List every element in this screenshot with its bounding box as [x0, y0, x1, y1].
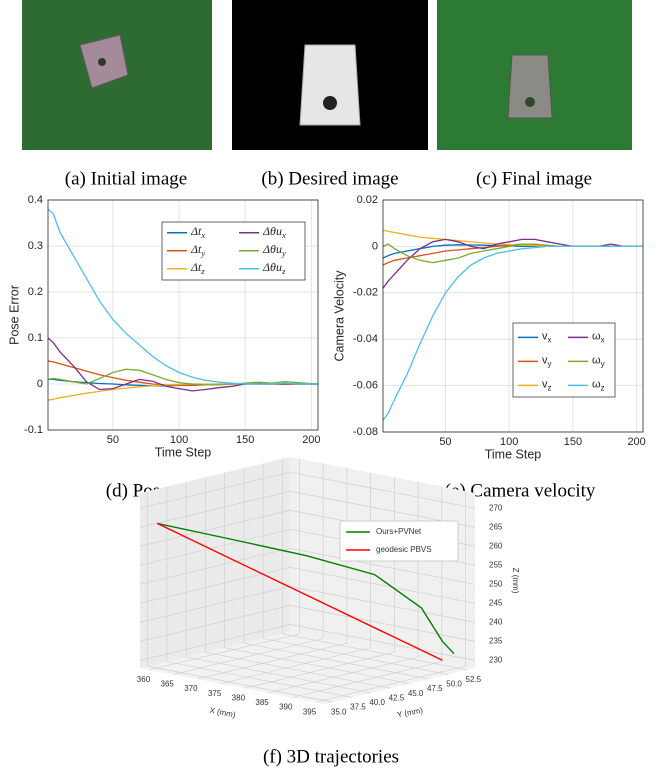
object-hole: [323, 96, 337, 110]
x-tick-label: 200: [302, 434, 320, 446]
x-tick-label: 100: [500, 436, 518, 448]
z-tick-label: 230: [489, 656, 503, 665]
y-tick-label: -0.06: [353, 380, 378, 392]
label-subscript: x: [200, 230, 205, 240]
y-tick-label: 40.0: [369, 698, 385, 707]
z-tick-label: 255: [489, 560, 503, 569]
x-tick-label: 150: [564, 436, 582, 448]
object-hole: [98, 58, 106, 66]
y-tick-label: 52.5: [466, 675, 482, 684]
x-tick-label: 375: [208, 689, 222, 698]
image-b: [232, 0, 428, 150]
x-tick-label: 100: [170, 434, 188, 446]
y-tick-label: -0.08: [353, 426, 378, 438]
legend-label: Ours+PVNet: [376, 527, 422, 536]
label-subscript: z: [281, 266, 286, 276]
y-tick-label: 0.3: [28, 240, 43, 252]
label-subscript: y: [200, 248, 205, 258]
wall-pane: [140, 457, 290, 668]
y-tick-label: 0.4: [28, 194, 43, 206]
x-tick-label: 385: [255, 698, 269, 707]
label-base: Δθu: [262, 260, 282, 274]
legend-label: geodesic PBVS: [376, 545, 432, 554]
label-base: Δθu: [262, 242, 282, 256]
y-tick-label: 42.5: [389, 693, 405, 702]
x-tick-label: 200: [627, 436, 645, 448]
label-base: Δθu: [262, 224, 282, 238]
figure: (a) Initial image (b) Desired image (c) …: [0, 0, 663, 772]
caption: (f) 3D trajectories: [263, 746, 399, 767]
y-tick-label: 45.0: [408, 689, 424, 698]
y-tick-label: 35.0: [331, 707, 347, 716]
x-axis-label: Time Step: [485, 447, 542, 461]
label-base: Δt: [190, 260, 202, 274]
label-subscript: x: [548, 335, 552, 344]
image-a: [22, 0, 212, 150]
z-tick-label: 235: [489, 636, 503, 645]
label-subscript: z: [200, 266, 205, 276]
y-tick-label: 47.5: [427, 684, 443, 693]
z-axis-label: Z (mm): [511, 568, 520, 594]
x-tick-label: 50: [439, 436, 451, 448]
label-subscript: y: [281, 248, 286, 258]
label-subscript: x: [281, 230, 286, 240]
x-axis-label: Time Step: [155, 445, 212, 459]
object: [508, 55, 552, 118]
caption: (b) Desired image: [261, 168, 398, 189]
x-tick-label: 380: [232, 693, 246, 702]
object: [300, 45, 360, 125]
x-tick-label: 395: [303, 707, 317, 716]
label-subscript: z: [548, 383, 552, 392]
x-tick-label: 365: [161, 680, 175, 689]
label-base: Δt: [190, 224, 202, 238]
z-tick-label: 260: [489, 541, 503, 550]
y-tick-label: 0: [372, 240, 378, 252]
y-tick-label: 0.02: [357, 194, 378, 206]
y-axis-label: Camera Velocity: [332, 270, 346, 362]
y-axis-label: Pose Error: [7, 285, 21, 345]
wall-pane: [290, 457, 475, 668]
y-tick-label: 37.5: [350, 703, 366, 712]
y-tick-label: -0.02: [353, 287, 378, 299]
z-tick-label: 240: [489, 617, 503, 626]
label-subscript: y: [548, 359, 552, 368]
caption: (a) Initial image: [65, 168, 187, 189]
y-tick-label: 0.1: [28, 332, 43, 344]
y-tick-label: -0.04: [353, 333, 378, 345]
y-tick-label: -0.1: [24, 424, 43, 436]
x-tick-label: 370: [184, 684, 198, 693]
z-tick-label: 250: [489, 579, 503, 588]
x-tick-label: 390: [279, 703, 293, 712]
z-tick-label: 245: [489, 598, 503, 607]
y-tick-label: 50.0: [446, 680, 462, 689]
z-tick-label: 265: [489, 522, 503, 531]
y-tick-label: 0.2: [28, 286, 43, 298]
x-axis-label: X (mm): [209, 706, 237, 720]
object-hole: [525, 97, 535, 107]
label-base: Δt: [190, 242, 202, 256]
y-tick-label: 0: [37, 378, 43, 390]
x-tick-label: 150: [236, 434, 254, 446]
x-tick-label: 360: [137, 675, 151, 684]
label-subscript: y: [601, 359, 605, 368]
label-subscript: z: [601, 383, 605, 392]
image-c: [437, 0, 632, 150]
x-tick-label: 50: [107, 434, 119, 446]
caption: (c) Final image: [476, 168, 592, 189]
label-subscript: x: [601, 335, 605, 344]
z-tick-label: 270: [489, 503, 503, 512]
y-axis-label: Y (mm): [396, 706, 424, 720]
